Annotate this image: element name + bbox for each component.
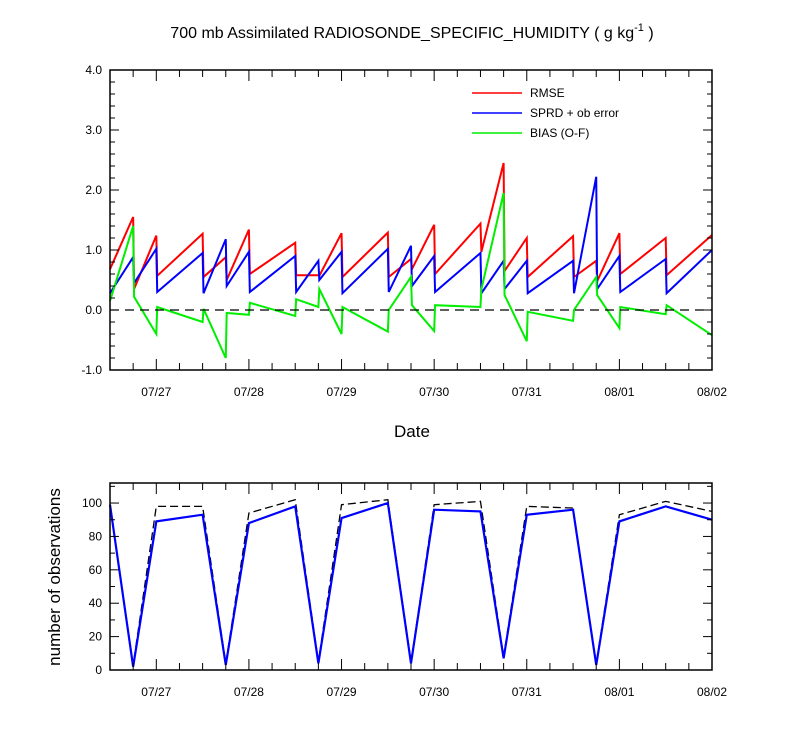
legend: RMSE SPRD + ob error BIAS (O-F) bbox=[472, 86, 619, 140]
series-line-bias-o-f bbox=[109, 192, 713, 359]
x-tick-label: 07/28 bbox=[234, 685, 264, 699]
chart-title: 700 mb Assimilated RADIOSONDE_SPECIFIC_H… bbox=[170, 22, 653, 42]
y-tick-label: 60 bbox=[89, 563, 103, 577]
y-axis-title-observations: number of observations bbox=[45, 488, 64, 666]
top-series-group bbox=[109, 162, 713, 359]
x-tick-label: 08/01 bbox=[604, 685, 634, 699]
y-tick-label: 2.0 bbox=[85, 183, 102, 197]
top-ticks-group: -1.0 0.0 1.0 2.0 3.0 4.0 07/27 07/28 07/29 07/30 0… bbox=[81, 63, 727, 399]
x-tick-label: 08/02 bbox=[697, 685, 727, 699]
y-tick-label: 40 bbox=[89, 596, 103, 610]
x-tick-label: 07/28 bbox=[234, 385, 264, 399]
series-line-possible bbox=[109, 498, 713, 666]
x-tick-label: 07/27 bbox=[141, 685, 171, 699]
bottom-plot-frame bbox=[109, 482, 713, 671]
x-tick-label: 07/30 bbox=[419, 685, 449, 699]
series-line-sprd-ob-error bbox=[109, 176, 713, 297]
legend-label-sprd: SPRD + ob error bbox=[530, 106, 619, 120]
bottom-ticks-group: 0 20 40 60 80 100 07/27 07/28 07/29 07/30 07/31 08/… bbox=[82, 483, 727, 699]
y-tick-label: 100 bbox=[82, 496, 102, 510]
bottom-panel: 0 20 40 60 80 100 07/27 07/28 07/29 07/30 07/31 08/… bbox=[45, 482, 727, 699]
x-tick-label: 07/29 bbox=[327, 385, 357, 399]
series-line-assimilated bbox=[108, 501, 713, 667]
y-tick-label: 20 bbox=[89, 630, 103, 644]
y-tick-label: 4.0 bbox=[85, 63, 102, 77]
y-tick-label: 1.0 bbox=[85, 243, 102, 257]
x-tick-label: 08/01 bbox=[604, 385, 634, 399]
x-tick-label: 08/02 bbox=[697, 385, 727, 399]
y-tick-label: -1.0 bbox=[81, 363, 102, 377]
x-tick-label: 07/29 bbox=[327, 685, 357, 699]
x-tick-label: 07/27 bbox=[141, 385, 171, 399]
y-tick-label: 3.0 bbox=[85, 123, 102, 137]
top-plot-frame bbox=[109, 69, 713, 371]
legend-label-rmse: RMSE bbox=[530, 86, 565, 100]
x-axis-title: Date bbox=[394, 422, 430, 441]
bottom-series-group bbox=[108, 498, 713, 667]
y-tick-label: 0.0 bbox=[85, 303, 102, 317]
legend-label-bias: BIAS (O-F) bbox=[530, 126, 589, 140]
top-panel: -1.0 0.0 1.0 2.0 3.0 4.0 07/27 07/28 07/29 07/30 0… bbox=[81, 63, 727, 441]
y-tick-label: 0 bbox=[95, 663, 102, 677]
y-tick-label: 80 bbox=[89, 529, 103, 543]
x-tick-label: 07/31 bbox=[512, 685, 542, 699]
x-tick-label: 07/30 bbox=[419, 385, 449, 399]
x-tick-label: 07/31 bbox=[512, 385, 542, 399]
